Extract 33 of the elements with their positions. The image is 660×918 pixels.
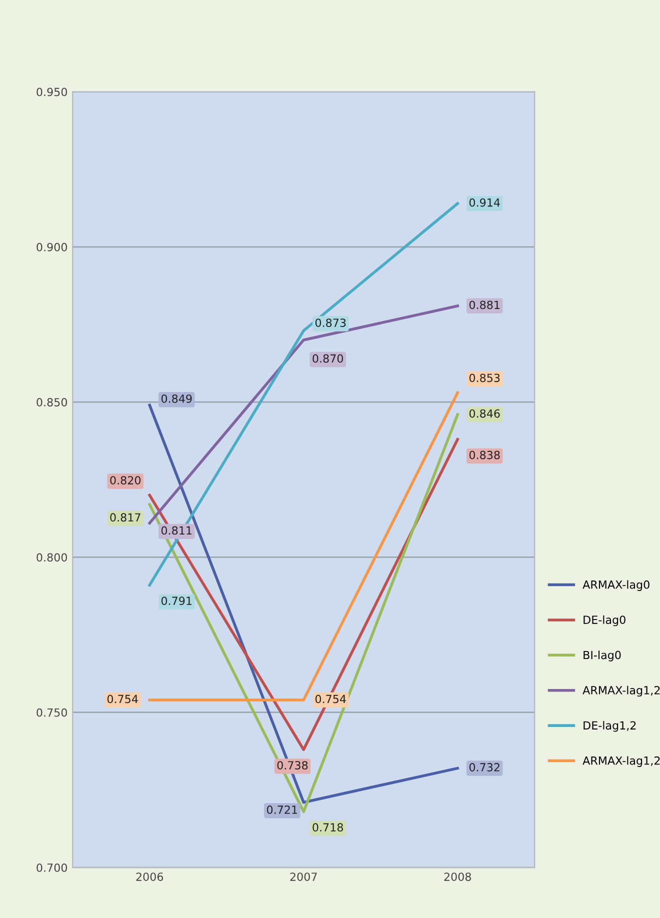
data-label: 0.846 (469, 409, 500, 418)
data-label: 0.754 (315, 694, 346, 704)
legend-label: ARMAX-lag0 (582, 580, 650, 591)
data-label: 0.849 (161, 394, 192, 403)
data-label: 0.791 (161, 596, 192, 606)
x-tick-label: 2006 (136, 872, 164, 881)
data-label: 0.718 (312, 823, 343, 832)
data-label: 0.838 (469, 450, 500, 460)
data-label: 0.870 (312, 354, 344, 363)
data-label: 0.914 (469, 198, 500, 207)
y-tick-label: 0.800 (36, 553, 67, 562)
y-tick-label: 0.850 (36, 398, 67, 406)
data-label: 0.853 (469, 374, 500, 382)
data-label: 0.817 (110, 513, 140, 522)
legend-label: ARMAX-lag1,2 (582, 686, 660, 697)
data-label: 0.881 (469, 300, 500, 310)
y-tick-label: 0.700 (36, 863, 67, 872)
x-tick-label: 2008 (444, 872, 471, 881)
data-label: 0.732 (469, 763, 500, 772)
data-label: 0.820 (110, 476, 141, 485)
data-label: 0.738 (277, 761, 308, 770)
data-label: 0.811 (161, 526, 192, 535)
y-tick-label: 0.750 (36, 708, 67, 717)
legend-label: DE-lag1,2 (584, 721, 636, 732)
data-label: 0.754 (107, 694, 138, 704)
y-tick-label: 0.950 (36, 88, 67, 96)
y-tick-label: 0.900 (36, 242, 67, 252)
data-label: 0.873 (315, 318, 346, 327)
legend-label: DE-lag0 (584, 615, 626, 626)
legend-label: ARMAX-lag1,2 (582, 756, 660, 767)
data-label: 0.721 (266, 806, 298, 814)
x-tick-label: 2007 (290, 872, 317, 881)
legend-label: BI-lag0 (584, 650, 621, 662)
